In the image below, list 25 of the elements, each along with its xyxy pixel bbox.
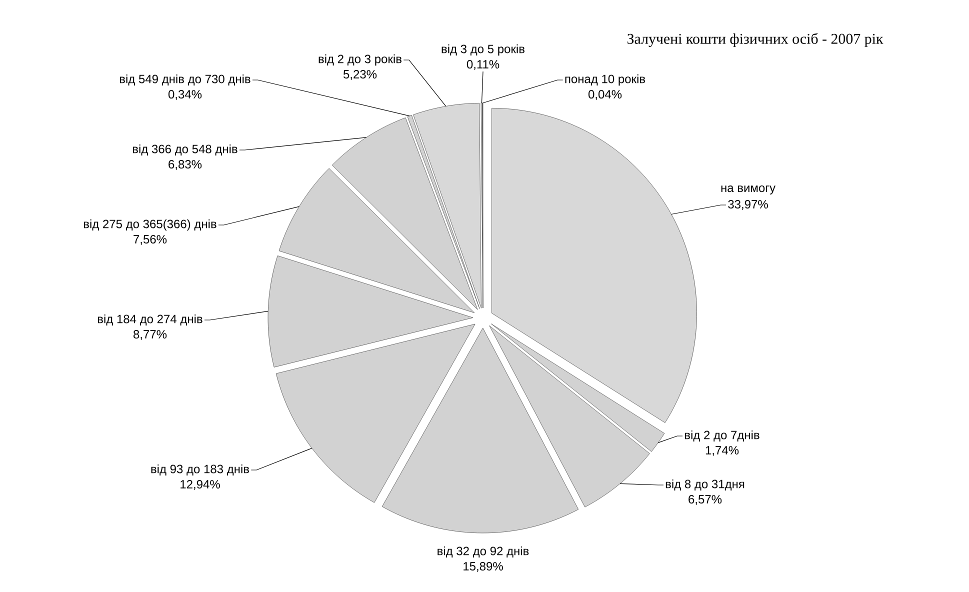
slice-label: від 3 до 5 років <box>442 44 524 56</box>
slice-label: від 8 до 31дня <box>666 479 744 491</box>
slice-label: понад 10 років <box>565 74 646 86</box>
data-label: 15,89% <box>464 562 503 572</box>
slice-label: від 2 до 7днів <box>684 430 760 442</box>
data-label: 5,23% <box>343 70 377 80</box>
slice-label: від 2 до 3 років <box>318 54 402 66</box>
data-label: 6,57% <box>688 495 722 505</box>
slice-label: на вимогу <box>721 186 776 194</box>
slice-label: від 366 до 548 днів <box>132 144 238 156</box>
slice-label: від 549 днів до 730 днів <box>120 74 250 86</box>
slice-label: від 184 до 274 днів <box>98 314 202 326</box>
slice-label: від 93 до 183 днів <box>151 464 249 476</box>
data-label: 8,77% <box>134 330 167 340</box>
data-label: 33,97% <box>728 200 768 210</box>
data-label: 6,83% <box>168 160 202 170</box>
chart-title: Залучені кошти фізичних осіб - 2007 рік <box>628 33 884 47</box>
data-label: 7,56% <box>134 235 167 245</box>
data-label: 0,11% <box>466 60 500 70</box>
data-label: 0,34% <box>168 90 202 100</box>
data-label: 1,74% <box>706 446 739 456</box>
slice-label: від 32 до 92 днів <box>438 546 529 558</box>
data-label: 0,04% <box>588 90 622 100</box>
data-label: 12,94% <box>180 480 220 490</box>
slice-label: від 275 до 365(366) днів <box>84 219 216 231</box>
